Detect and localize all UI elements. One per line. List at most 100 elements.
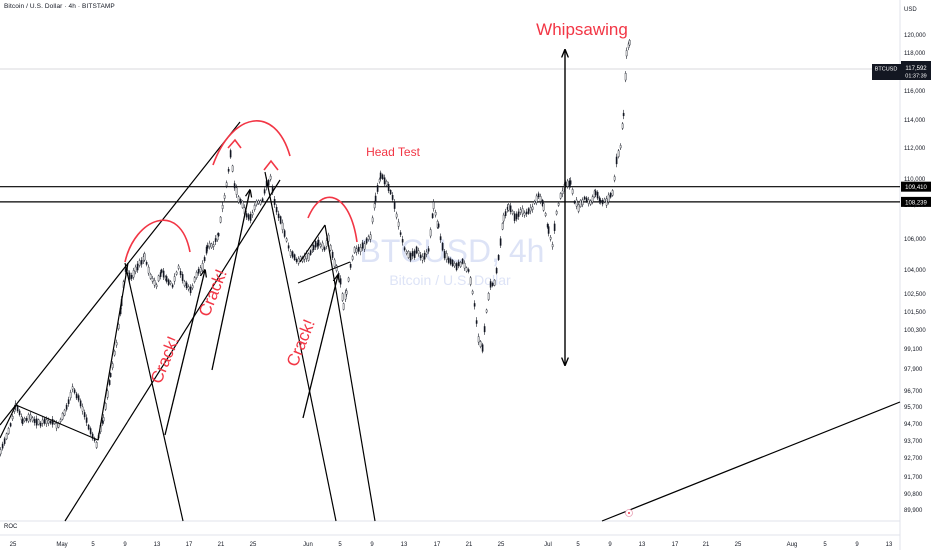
candle-body — [249, 214, 252, 221]
candle-body — [378, 179, 381, 183]
candle-body — [385, 181, 388, 186]
candle-body — [421, 256, 424, 261]
candle-body — [417, 250, 420, 255]
whipsawing-title: Whipsawing — [536, 20, 628, 39]
candle-body — [519, 209, 522, 213]
time-tick-label: May — [56, 542, 67, 548]
symbol-badge-label: BTCUSD — [875, 67, 898, 73]
candle-body — [495, 267, 498, 274]
candle-body — [335, 265, 338, 272]
candle-body — [432, 201, 435, 209]
peak-caret-2 — [263, 159, 279, 171]
candle-body — [47, 420, 50, 424]
candle-body — [363, 243, 366, 250]
candle-body — [527, 208, 530, 214]
candle-body — [247, 214, 250, 220]
candle-body — [263, 189, 266, 194]
candle-body — [87, 424, 90, 430]
candle-body — [349, 264, 352, 268]
candle-body — [273, 198, 276, 205]
candle-body — [395, 213, 398, 218]
candle-body — [374, 195, 377, 202]
candle-body — [601, 200, 604, 205]
candle-body — [49, 420, 52, 424]
time-tick-label: 13 — [886, 542, 893, 548]
candle-body — [465, 267, 468, 272]
candle-body — [573, 200, 576, 204]
candle-body — [419, 254, 422, 258]
candle-body — [165, 276, 168, 282]
candle-body — [569, 180, 572, 185]
candle-body — [367, 236, 370, 240]
candle-body — [77, 395, 80, 401]
candle-body — [501, 223, 504, 230]
candle-body — [544, 213, 547, 216]
candle-body — [333, 259, 336, 267]
candle-body — [323, 247, 326, 251]
candle-body — [199, 267, 202, 273]
candle-body — [231, 165, 234, 172]
candle-body — [261, 198, 264, 202]
head-arc-2 — [212, 120, 291, 166]
candle-body — [455, 263, 458, 271]
candle-body — [621, 123, 624, 129]
price-tick-label: 112,000 — [904, 146, 926, 152]
candle-body — [469, 277, 472, 285]
candle-body — [461, 258, 464, 264]
candle-body — [155, 284, 158, 288]
price-tick-label: 100,300 — [904, 328, 926, 334]
event-marker-dot — [628, 512, 630, 514]
candle-body — [547, 226, 550, 234]
crack-arrow-1 — [164, 270, 205, 436]
candle-body — [11, 416, 14, 420]
candle-body — [423, 253, 426, 260]
candle-body — [157, 275, 160, 282]
time-tick-label: Jun — [303, 542, 313, 548]
candle-body — [555, 210, 558, 215]
time-tick-label: 17 — [672, 542, 679, 548]
candle-body — [473, 303, 476, 307]
candle-body — [241, 200, 244, 209]
candle-body — [613, 176, 616, 181]
candle-body — [279, 216, 282, 224]
price-tick-label: 116,000 — [904, 89, 926, 95]
candle-body — [521, 208, 524, 215]
candle-body — [594, 190, 597, 196]
breakdown-line-a — [124, 262, 184, 522]
candle-body — [132, 270, 135, 278]
time-tick-label: 9 — [608, 542, 612, 548]
candle-body — [393, 202, 396, 209]
candle-body — [45, 419, 48, 425]
head-test-label: Head Test — [366, 145, 420, 159]
candle-body — [285, 238, 288, 242]
candle-body — [365, 238, 368, 244]
candle-body — [507, 204, 510, 211]
candle-body — [497, 255, 500, 260]
candle-body — [403, 247, 406, 251]
candle-countdown-label: 01:37:39 — [905, 74, 926, 80]
candle-body — [491, 282, 494, 286]
candle-body — [429, 229, 432, 237]
candle-body — [160, 269, 163, 273]
current-price-badge — [901, 61, 931, 80]
candle-body — [509, 205, 512, 212]
candle-body — [217, 233, 220, 237]
candle-body — [145, 262, 148, 265]
candle-body — [29, 414, 32, 420]
candle-body — [341, 293, 344, 301]
candle-body — [493, 279, 496, 286]
candle-body — [21, 418, 24, 425]
candle-body — [485, 309, 488, 313]
candle-body — [73, 389, 76, 393]
candle-body — [113, 350, 116, 356]
candle-body — [51, 418, 54, 425]
candle-body — [359, 247, 362, 252]
candle-body — [43, 418, 46, 424]
time-tick-label: 9 — [370, 542, 374, 548]
candle-body — [525, 211, 528, 215]
candle-body — [253, 205, 256, 210]
time-tick-label: 25 — [250, 542, 257, 548]
